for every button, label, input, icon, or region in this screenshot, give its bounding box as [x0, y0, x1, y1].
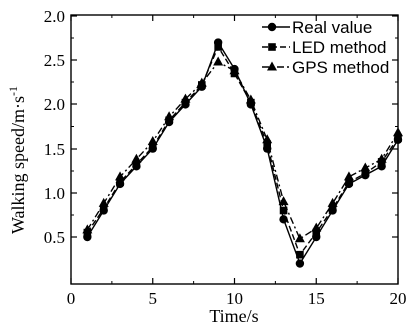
legend-item: GPS method: [262, 58, 389, 77]
legend-label: LED method: [292, 38, 387, 57]
data-point: [295, 259, 305, 268]
data-point: [327, 197, 338, 207]
y-tick-label: 1.0: [44, 184, 65, 203]
data-point: [99, 204, 108, 213]
data-point: [262, 134, 273, 144]
data-point: [263, 140, 271, 148]
x-tick-label: 15: [308, 289, 325, 308]
series-lines: [82, 38, 403, 268]
data-point: [196, 77, 207, 87]
data-point: [147, 136, 158, 146]
data-point: [343, 171, 354, 181]
data-point: [361, 169, 370, 178]
y-tick-label: 2.0: [44, 7, 65, 26]
y-tick-label: 2.5: [44, 51, 65, 70]
data-point: [132, 160, 141, 169]
data-point: [214, 43, 222, 51]
x-tick-label: 20: [390, 289, 407, 308]
legend-marker: [267, 22, 277, 32]
legend-item: LED method: [262, 38, 387, 57]
y-axis-label-sup: -1: [6, 86, 20, 96]
data-point: [213, 56, 224, 66]
legend-label: Real value: [292, 18, 372, 37]
data-point: [360, 162, 371, 172]
data-point: [115, 171, 126, 181]
data-point: [394, 134, 402, 142]
data-point: [376, 153, 387, 163]
y-tick-label: 2.0: [44, 95, 65, 114]
data-point: [82, 224, 93, 234]
data-point: [311, 222, 322, 232]
legend-marker: [267, 61, 277, 71]
y-tick-label: 0.5: [44, 228, 65, 247]
data-point: [296, 250, 304, 259]
x-tick-label: 0: [67, 289, 76, 308]
y-tick-label: 1.5: [44, 140, 65, 159]
data-point: [131, 153, 142, 163]
data-point: [328, 204, 337, 213]
data-point: [312, 228, 321, 237]
y-axis-label-main: Walking speed/m·s: [8, 96, 28, 234]
data-point: [294, 233, 305, 243]
legend-label: GPS method: [292, 58, 389, 77]
axis-ticks: 0 5 10 15 20 0.5 1.0 1.5 2.0 2.5 2.0: [44, 7, 407, 308]
data-point: [229, 65, 240, 75]
x-tick-label: 10: [226, 289, 243, 308]
x-axis-label: Time/s: [209, 306, 258, 326]
data-point: [148, 143, 157, 151]
data-point: [245, 94, 256, 104]
legend-marker: [268, 43, 276, 51]
series-gps-method: [82, 56, 403, 243]
series-line: [86, 45, 399, 257]
data-point: [180, 93, 191, 103]
series-line: [86, 61, 399, 240]
data-point: [279, 215, 288, 224]
data-point: [164, 111, 175, 121]
y-axis-label: Walking speed/m·s-1: [6, 86, 28, 234]
data-point: [345, 178, 353, 186]
data-point: [393, 127, 403, 137]
data-point: [165, 116, 173, 125]
x-tick-label: 5: [149, 289, 158, 308]
legend-item: Real value: [262, 18, 372, 37]
data-point: [98, 197, 109, 207]
data-point: [279, 206, 288, 215]
data-point: [116, 178, 124, 186]
data-point: [278, 196, 289, 206]
data-point: [181, 98, 190, 107]
